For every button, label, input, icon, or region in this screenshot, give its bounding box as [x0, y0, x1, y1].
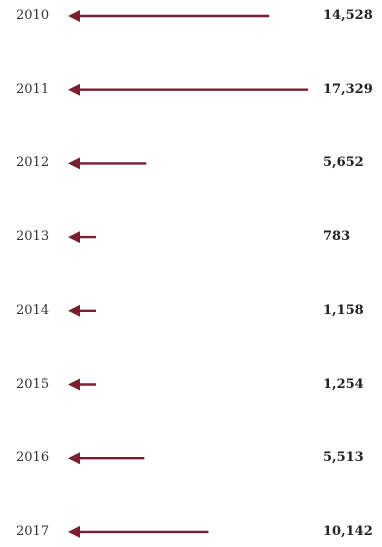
value-label: 1,158 — [323, 302, 364, 318]
arrow-head — [68, 10, 80, 22]
year-label: 2013 — [16, 229, 50, 245]
value-label: 1,254 — [323, 376, 364, 392]
arrow-head — [68, 231, 80, 244]
value-label: 5,513 — [323, 450, 364, 466]
year-label: 2017 — [16, 523, 50, 539]
year-label: 2010 — [16, 8, 50, 23]
year-label: 2016 — [16, 450, 50, 466]
left-arrow-icon — [68, 231, 96, 244]
left-arrow-icon — [68, 304, 96, 317]
value-label: 17,329 — [323, 81, 373, 97]
left-arrow-icon — [68, 452, 145, 465]
value-label: 10,142 — [323, 523, 373, 539]
year-label: 2011 — [16, 81, 50, 97]
year-label: 2012 — [16, 155, 50, 171]
value-label: 14,528 — [323, 8, 373, 23]
arrow-head — [68, 525, 80, 538]
arrow-head — [68, 378, 80, 391]
arrow-head — [68, 157, 80, 170]
value-label: 5,652 — [323, 155, 364, 171]
year-label: 2014 — [16, 302, 50, 318]
left-arrow-icon — [68, 525, 209, 538]
left-arrow-icon — [68, 83, 308, 96]
arrow-head — [68, 452, 80, 465]
left-arrow-icon — [68, 157, 147, 170]
year-label: 2015 — [16, 376, 50, 392]
left-arrow-icon — [68, 378, 96, 391]
arrow-head — [68, 83, 80, 96]
arrow-head — [68, 304, 80, 317]
left-arrow-icon — [68, 10, 270, 22]
value-label: 783 — [323, 229, 351, 245]
